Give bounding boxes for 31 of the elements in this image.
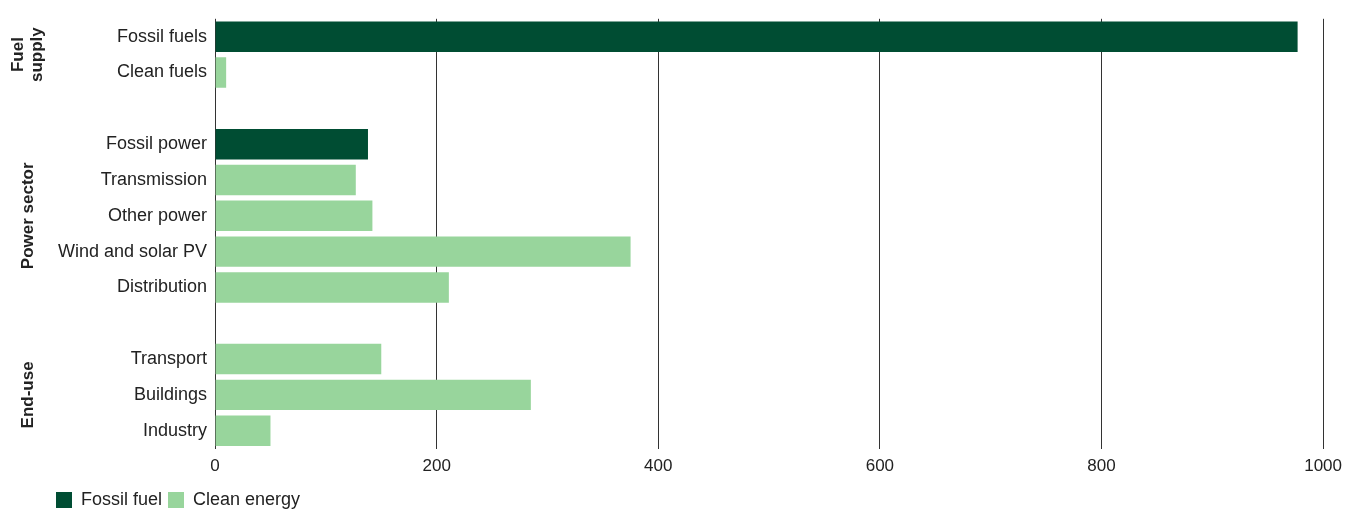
y-tick-label: Transmission xyxy=(100,168,208,189)
bar xyxy=(215,415,271,446)
y-tick-label: Fossil fuels xyxy=(117,25,208,46)
legend-label: Fossil fuel xyxy=(81,488,163,509)
x-tick-label: 600 xyxy=(865,456,895,476)
x-tick-label: 0 xyxy=(210,456,220,476)
text: Power sector xyxy=(17,162,37,270)
bar xyxy=(215,272,449,303)
y-tick-label: Distribution xyxy=(117,276,208,297)
y-tick-label: Industry xyxy=(143,419,208,440)
x-tick-label: 400 xyxy=(644,456,673,476)
y-tick-label: Other power xyxy=(108,204,208,225)
bar xyxy=(215,379,531,411)
y-tick-label: Fossil power xyxy=(106,133,208,154)
text: Fuel supply xyxy=(8,26,47,83)
y-tick-label: Transport xyxy=(130,348,208,369)
y-tick-label: Wind and solar PV xyxy=(57,240,208,261)
bar xyxy=(215,164,356,196)
x-tick-label: 800 xyxy=(1087,456,1116,476)
x-tick-label: 200 xyxy=(422,456,451,476)
bar xyxy=(215,128,368,160)
legend-label: Clean energy xyxy=(193,488,301,509)
x-tick-label: 1000 xyxy=(1304,456,1342,476)
bar xyxy=(215,57,227,88)
text: End-use xyxy=(17,361,37,429)
y-tick-label: Clean fuels xyxy=(117,61,208,82)
y-tick-label: Buildings xyxy=(134,383,208,404)
bar xyxy=(215,343,382,375)
bar xyxy=(215,236,631,267)
bar xyxy=(215,200,373,232)
bar xyxy=(215,21,1298,52)
